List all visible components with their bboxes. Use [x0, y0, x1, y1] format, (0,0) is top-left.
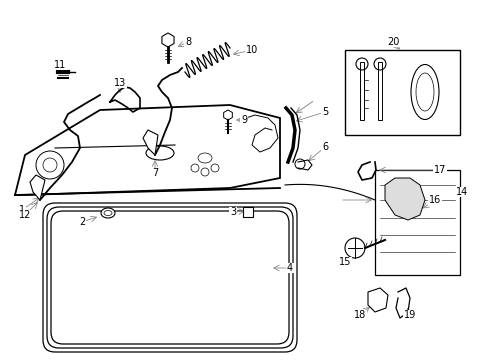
Text: 20: 20	[386, 37, 398, 47]
Text: 7: 7	[152, 168, 158, 178]
Text: 12: 12	[19, 210, 31, 220]
Text: 14: 14	[455, 187, 467, 197]
FancyBboxPatch shape	[243, 207, 252, 217]
Polygon shape	[30, 175, 45, 200]
Text: 19: 19	[403, 310, 415, 320]
Text: 17: 17	[433, 165, 445, 175]
Text: 2: 2	[79, 217, 85, 227]
Polygon shape	[162, 33, 174, 47]
Text: 9: 9	[241, 115, 246, 125]
Text: 13: 13	[114, 78, 126, 88]
Text: 6: 6	[321, 142, 327, 152]
Ellipse shape	[101, 208, 115, 218]
Circle shape	[345, 238, 364, 258]
Text: 8: 8	[184, 37, 191, 47]
Text: 4: 4	[286, 263, 292, 273]
Text: 11: 11	[54, 60, 66, 70]
Bar	[345, 50, 459, 135]
Polygon shape	[359, 62, 363, 120]
Ellipse shape	[410, 64, 438, 120]
Bar	[374, 170, 459, 275]
Text: 1: 1	[19, 205, 25, 215]
Text: 3: 3	[229, 207, 236, 217]
Text: 18: 18	[353, 310, 366, 320]
Polygon shape	[377, 62, 381, 120]
Text: 5: 5	[321, 107, 327, 117]
Polygon shape	[142, 130, 158, 155]
Polygon shape	[367, 288, 387, 312]
Polygon shape	[15, 105, 280, 195]
Polygon shape	[223, 110, 232, 120]
Text: 16: 16	[428, 195, 440, 205]
Text: 10: 10	[245, 45, 258, 55]
Text: 15: 15	[338, 257, 350, 267]
Polygon shape	[384, 178, 424, 220]
